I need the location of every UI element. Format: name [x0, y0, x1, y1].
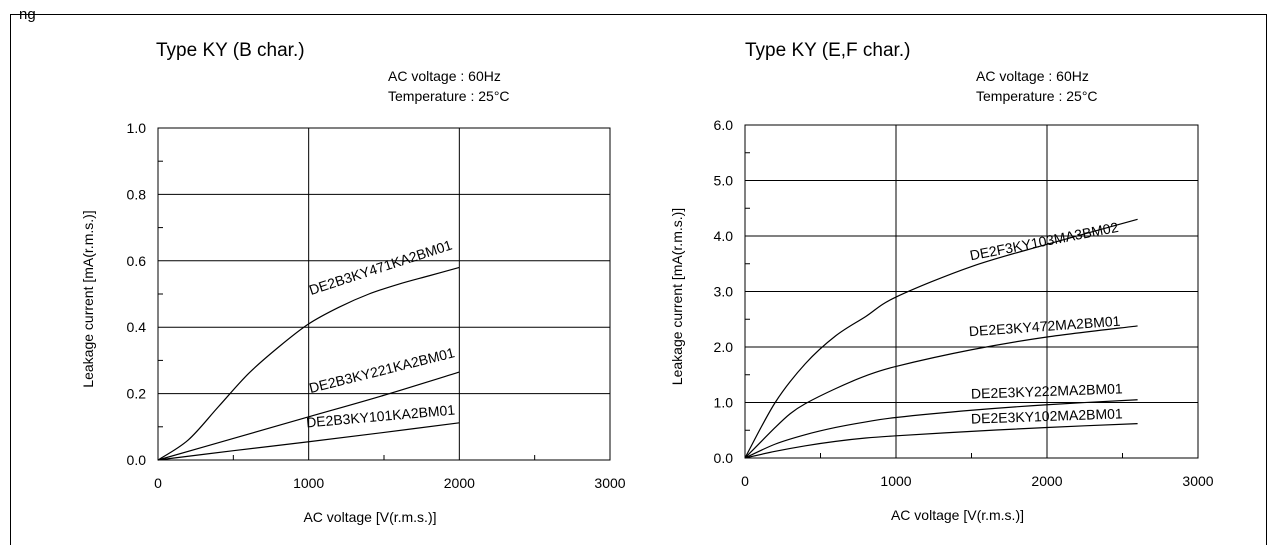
- x-tick-label: 3000: [1182, 473, 1213, 489]
- series-line: [157, 371, 460, 461]
- x-tick-label: 2000: [1031, 473, 1062, 489]
- y-axis-label: Leakage current [mA(r.m.s.)]: [669, 208, 685, 385]
- y-tick-label: 0.0: [714, 450, 734, 466]
- y-tick-label: 2.0: [714, 339, 734, 355]
- condition-text: Temperature : 25°C: [976, 88, 1098, 104]
- y-tick-label: 4.0: [714, 228, 734, 244]
- x-tick-label: 2000: [444, 475, 475, 491]
- charts-panel: ng: [10, 6, 1267, 545]
- cutoff-heading: ng: [19, 6, 36, 23]
- y-tick-label: 0.4: [127, 319, 147, 335]
- x-tick-label: 0: [741, 473, 749, 489]
- series-line: [744, 422, 1138, 459]
- y-tick-label: 3.0: [714, 284, 734, 300]
- series-label: DE2B3KY221KA2BM01: [307, 344, 456, 396]
- chart-title: Type KY (E,F char.): [745, 40, 910, 61]
- y-axis-label: Leakage current [mA(r.m.s.)]: [80, 210, 96, 387]
- x-tick-label: 0: [154, 475, 162, 491]
- y-tick-label: 0.6: [127, 253, 147, 269]
- condition-text: AC voltage : 60Hz: [388, 68, 501, 84]
- y-tick-label: 6.0: [714, 117, 734, 133]
- condition-text: AC voltage : 60Hz: [976, 68, 1089, 84]
- series-line: [157, 422, 460, 461]
- x-tick-label: 1000: [293, 475, 324, 491]
- y-tick-label: 0.8: [127, 186, 147, 202]
- y-tick-label: 0.2: [127, 386, 147, 402]
- series-label: DE2E3KY472MA2BM01: [968, 313, 1121, 340]
- y-tick-label: 5.0: [714, 173, 734, 189]
- series-line: [157, 266, 460, 461]
- chart-title: Type KY (B char.): [156, 40, 305, 61]
- series-line: [744, 399, 1138, 459]
- series-label: DE2B3KY471KA2BM01: [307, 236, 454, 297]
- x-axis-label: AC voltage [V(r.m.s.)]: [303, 509, 436, 525]
- x-axis-label: AC voltage [V(r.m.s.)]: [891, 507, 1024, 523]
- series-label: DE2E3KY102MA2BM01: [971, 405, 1123, 426]
- y-tick-label: 0.0: [127, 452, 147, 468]
- x-tick-label: 1000: [880, 473, 911, 489]
- y-tick-label: 1.0: [714, 395, 734, 411]
- series-label: DE2F3KY103MA3BM02: [968, 219, 1119, 264]
- series-label: DE2E3KY222MA2BM01: [971, 380, 1123, 401]
- y-tick-label: 1.0: [127, 120, 147, 136]
- series-line: [744, 218, 1138, 459]
- x-tick-label: 3000: [594, 475, 625, 491]
- condition-text: Temperature : 25°C: [388, 88, 510, 104]
- series-line: [744, 325, 1138, 459]
